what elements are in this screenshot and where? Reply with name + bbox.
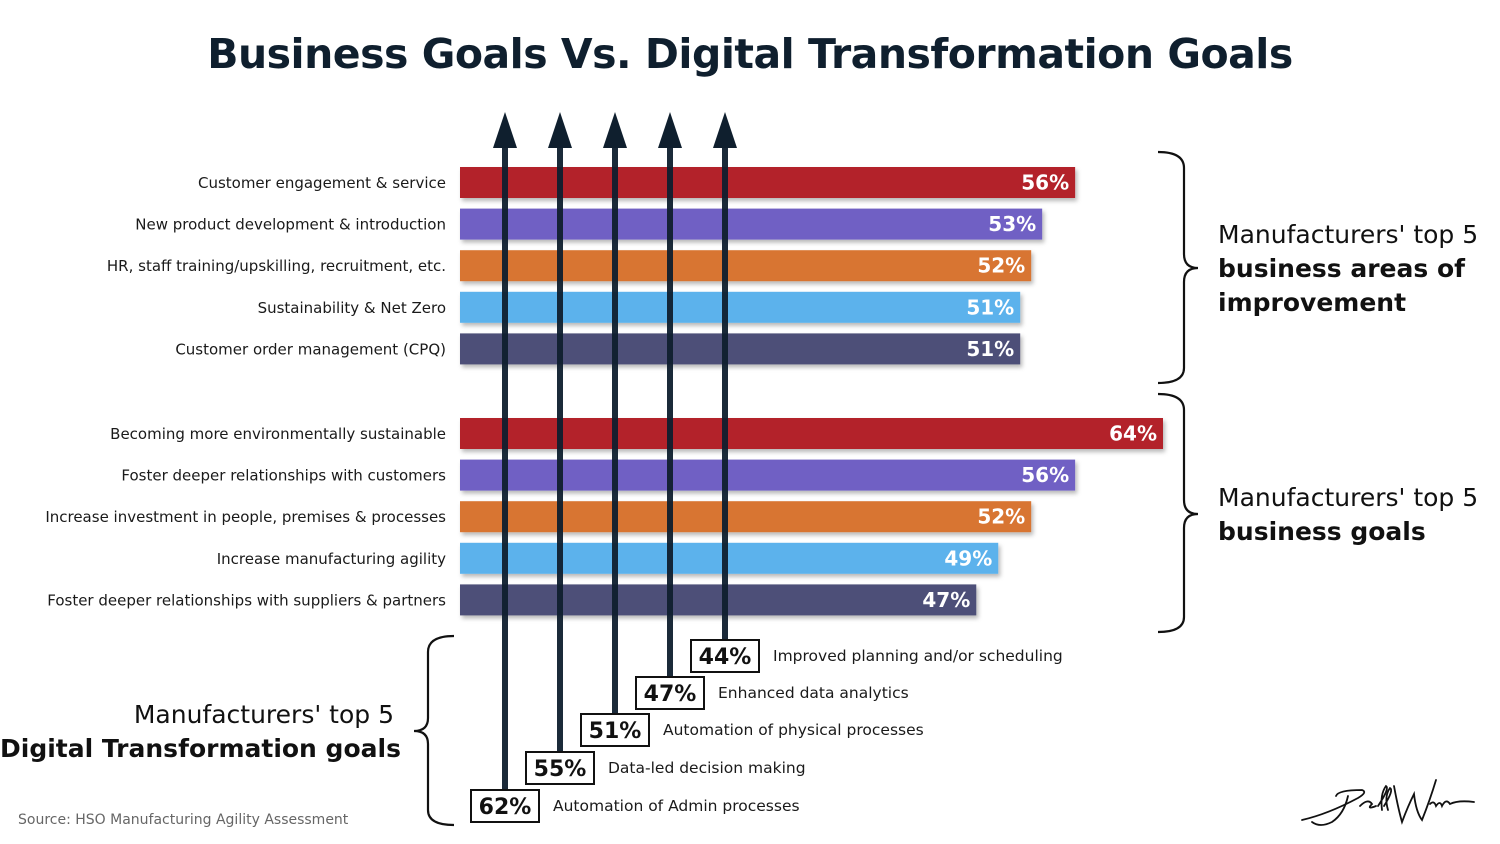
bar-label-goals-3: Increase manufacturing agility [217, 550, 446, 568]
note-goals-strong: business goals [1218, 517, 1426, 546]
bar-label-areas-0: Customer engagement & service [198, 174, 446, 192]
dt-value-0: 62% [479, 795, 532, 820]
bracket-goals [1157, 392, 1199, 634]
dt-arrow-head-3 [658, 112, 682, 148]
dt-label-3: Enhanced data analytics [718, 684, 909, 702]
dt-label-4: Improved planning and/or scheduling [773, 647, 1063, 665]
bar-areas-2 [460, 250, 1032, 282]
bar-label-goals-0: Becoming more environmentally sustainabl… [110, 425, 446, 443]
arrows-layer: 62% Automation of Admin processes 55% Data-… [470, 112, 1063, 823]
bar-goals-4 [460, 584, 977, 616]
bracket-dt [413, 634, 455, 827]
bar-label-areas-3: Sustainability & Net Zero [258, 299, 446, 317]
dt-arrow-head-1 [548, 112, 572, 148]
bar-goals-0 [460, 418, 1163, 449]
bar-value-goals-1: 56% [1021, 463, 1069, 487]
dt-label-1: Data-led decision making [608, 759, 806, 777]
bar-value-areas-0: 56% [1021, 171, 1069, 195]
note-dt-strong: Digital Transformation goals [0, 734, 401, 763]
note-business-areas: Manufacturers' top 5 business areas of i… [1218, 218, 1478, 320]
note-business-goals: Manufacturers' top 5 business goals [1218, 481, 1478, 549]
note-dt-goals: Manufacturers' top 5 Digital Transformat… [0, 698, 401, 766]
bar-value-goals-4: 47% [922, 588, 970, 612]
bracket-areas [1157, 150, 1199, 385]
note-goals-lead: Manufacturers' top 5 [1218, 483, 1479, 512]
bar-label-goals-4: Foster deeper relationships with supplie… [47, 591, 446, 609]
bar-value-areas-3: 51% [966, 295, 1014, 319]
note-areas-strong-2: improvement [1218, 288, 1407, 317]
page-title: Business Goals Vs. Digital Transformatio… [207, 30, 1293, 78]
bar-label-goals-1: Foster deeper relationships with custome… [121, 467, 446, 485]
bar-areas-4 [460, 333, 1021, 365]
dt-value-box-3 [635, 676, 705, 710]
note-areas-lead: Manufacturers' top 5 [1218, 220, 1479, 249]
bar-goals-3 [460, 542, 999, 574]
dt-value-2: 51% [589, 719, 642, 744]
bar-value-areas-1: 53% [988, 212, 1036, 236]
bar-label-goals-2: Increase investment in people, premises … [45, 508, 446, 526]
dt-value-1: 55% [534, 757, 587, 782]
bar-label-areas-2: HR, staff training/upskilling, recruitme… [107, 257, 446, 275]
dt-value-box-2 [580, 713, 650, 747]
bar-goals-1 [460, 459, 1076, 491]
bar-label-areas-4: Customer order management (CPQ) [175, 340, 446, 358]
dt-value-4: 44% [699, 645, 752, 670]
bar-label-areas-1: New product development & introduction [135, 216, 446, 234]
dt-arrow-head-4 [713, 112, 737, 148]
dt-label-0: Automation of Admin processes [553, 797, 800, 815]
source-note: Source: HSO Manufacturing Agility Assess… [18, 812, 349, 828]
bar-value-goals-2: 52% [977, 505, 1025, 529]
bar-value-areas-2: 52% [977, 254, 1025, 278]
brackets [413, 150, 1199, 827]
bars-layer: Customer engagement & service 56% New prod… [45, 167, 1163, 616]
dt-value-3: 47% [644, 682, 697, 707]
bar-areas-0 [460, 167, 1076, 198]
bar-value-goals-3: 49% [944, 546, 992, 570]
dt-value-box-0 [470, 789, 540, 823]
note-areas-strong-1: business areas of [1218, 254, 1466, 283]
bar-value-goals-0: 64% [1109, 422, 1157, 446]
dt-value-box-1 [525, 751, 595, 785]
bar-value-areas-4: 51% [966, 337, 1014, 361]
bar-areas-1 [460, 208, 1043, 240]
dt-arrow-head-2 [603, 112, 627, 148]
bar-areas-3 [460, 291, 1021, 323]
dt-label-2: Automation of physical processes [663, 721, 924, 739]
dt-arrow-head-0 [493, 112, 517, 148]
bar-goals-2 [460, 501, 1032, 533]
dt-value-box-4 [690, 639, 760, 673]
author-signature [1301, 779, 1475, 826]
note-dt-lead: Manufacturers' top 5 [133, 700, 394, 729]
